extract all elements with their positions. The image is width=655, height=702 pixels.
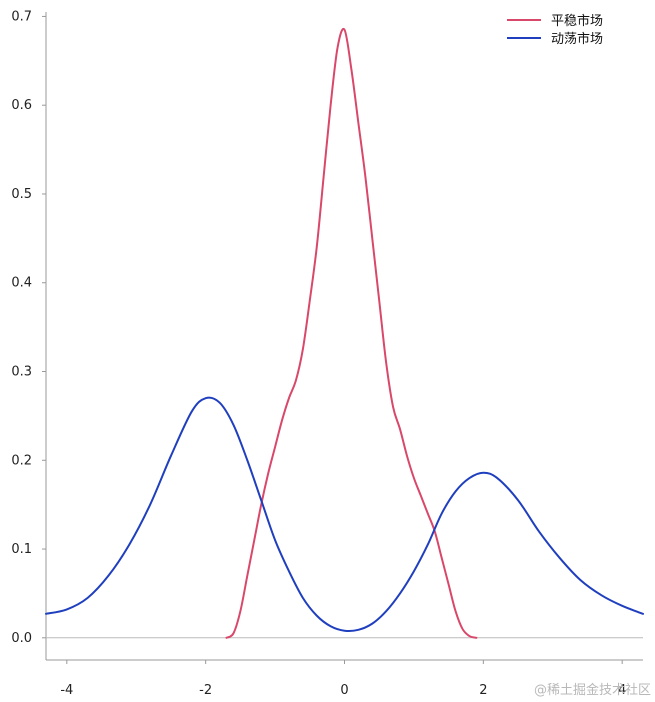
y-tick-label: 0.7	[11, 9, 32, 24]
series-lines	[45, 27, 644, 639]
x-tick-label: -4	[60, 683, 73, 698]
tick-marks: 0.0 0.1 0.2 0.3 0.4 0.5 0.6 0.7 -4 -2 0 2 4	[11, 9, 626, 698]
watermark-text: @稀土掘金技术社区	[534, 682, 651, 698]
y-tick-label: 0.2	[11, 453, 32, 468]
legend-label: 动荡市场	[551, 31, 603, 47]
series-line-1	[225, 27, 478, 639]
x-tick-label: 4	[618, 683, 626, 698]
x-tick-label: 2	[479, 683, 487, 698]
y-tick-label: 0.1	[11, 542, 32, 557]
y-tick-label: 0.0	[11, 631, 32, 646]
x-tick-label: 0	[340, 683, 348, 698]
legend-label: 平稳市场	[551, 13, 603, 29]
y-tick-label: 0.6	[11, 98, 32, 113]
axes	[45, 12, 643, 661]
y-tick-label: 0.3	[11, 365, 32, 380]
x-tick-label: -2	[199, 683, 212, 698]
series-line-2	[45, 396, 644, 632]
y-tick-label: 0.4	[11, 276, 32, 291]
y-tick-label: 0.5	[11, 187, 32, 202]
